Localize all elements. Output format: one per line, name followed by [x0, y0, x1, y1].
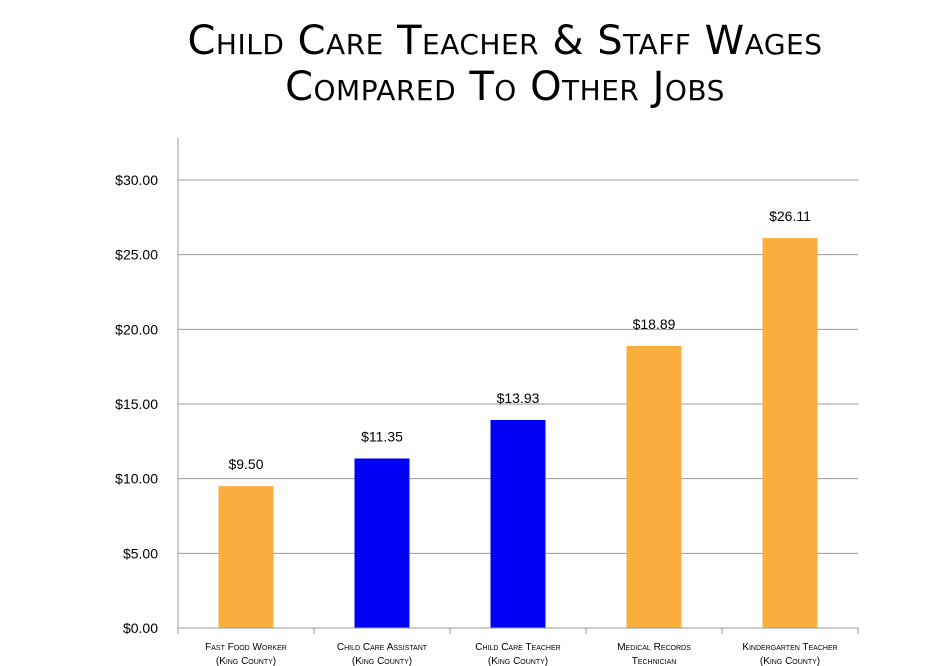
y-tick-label: $0.00 — [123, 620, 158, 636]
data-label: $18.89 — [633, 316, 676, 332]
x-axis-category-labels: Fast Food Worker (King County) Child Care … — [205, 642, 838, 666]
bar — [490, 419, 546, 628]
data-labels: $9.50 $11.35 $13.93 $18.89 $26.11 — [228, 208, 811, 472]
y-axis-tick-labels: $0.00 $5.00 $10.00 $15.00 $20.00 $25.00 $30.00 — [115, 172, 158, 636]
x-tick-label: Child Care Teacher — [475, 642, 560, 653]
x-tick-label: (King County) — [488, 656, 548, 666]
bar — [354, 458, 410, 628]
data-label: $9.50 — [228, 456, 263, 472]
bars — [218, 238, 818, 628]
x-tick-label: Child Care Assistant — [337, 642, 428, 653]
bar — [626, 345, 682, 628]
data-label: $11.35 — [361, 429, 403, 445]
y-tick-label: $30.00 — [115, 172, 158, 188]
y-tick-label: $15.00 — [115, 396, 158, 412]
x-tick-label: Fast Food Worker — [205, 642, 287, 653]
y-tick-label: $20.00 — [115, 321, 158, 337]
y-tick-label: $25.00 — [115, 247, 158, 263]
x-tick-label: (King County) — [760, 656, 820, 666]
x-tick-label: Technician — [632, 656, 677, 666]
y-tick-label: $10.00 — [115, 471, 158, 487]
chart-title-line-2: Compared To Other Jobs — [285, 64, 725, 110]
x-tick-label: (King County) — [352, 656, 412, 666]
x-tick-label: Medical Records — [617, 642, 691, 653]
x-tick-label: Kindergarten Teacher — [742, 642, 837, 653]
data-label: $13.93 — [497, 390, 540, 406]
y-tick-label: $5.00 — [123, 545, 158, 561]
axes — [177, 138, 859, 634]
bar — [218, 486, 274, 628]
bar — [762, 238, 818, 628]
chart-title: Child Care Teacher & Staff Wages Compare… — [0, 18, 945, 110]
data-label: $26.11 — [769, 208, 811, 224]
x-tick-label: (King County) — [216, 656, 276, 666]
chart-title-line-1: Child Care Teacher & Staff Wages — [187, 18, 823, 64]
